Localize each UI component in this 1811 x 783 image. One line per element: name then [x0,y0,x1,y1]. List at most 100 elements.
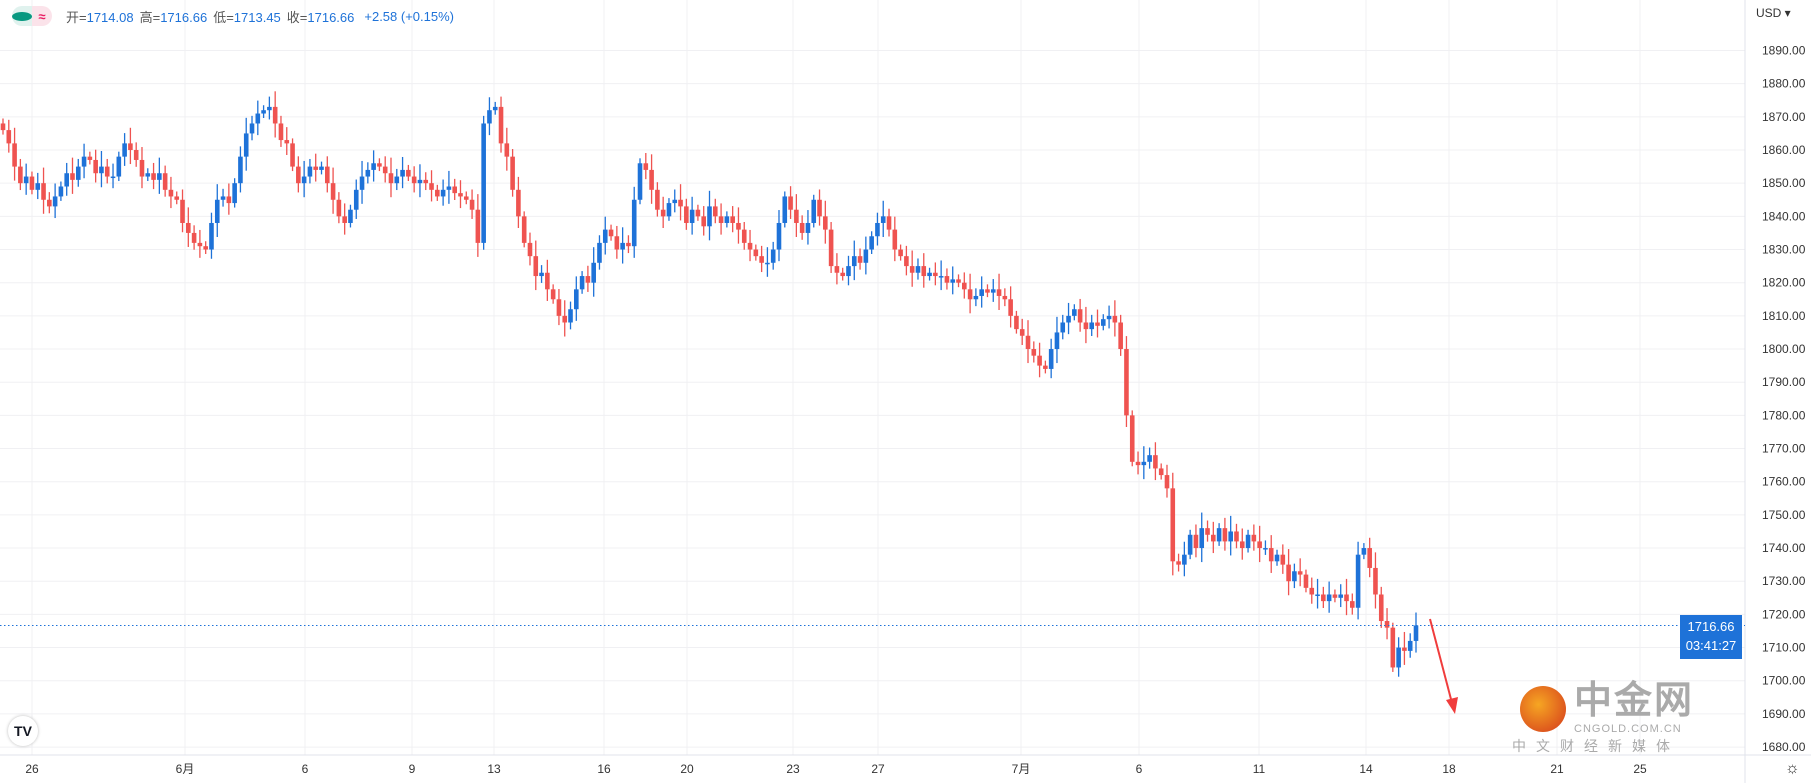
candle-up [1245,534,1251,549]
candle-down [759,256,764,263]
candle-up [1106,315,1112,320]
candle-up [666,203,672,217]
currency-selector[interactable]: USD ▾ [1756,6,1791,20]
candle-up [394,176,400,184]
candle-down [834,266,840,273]
candle-down [510,156,515,190]
y-tick-label: 1750.00 [1762,508,1806,522]
candle-down [139,159,145,177]
down-arrow-shaft [1429,618,1453,704]
candle-down [614,236,620,250]
candle-up [81,156,87,167]
candle-down [47,199,52,207]
candle-down [741,229,747,243]
candle-down [1124,349,1129,416]
candle-down [1037,355,1042,366]
settings-gear-icon[interactable]: ☼ [1785,760,1800,777]
candle-down [660,209,666,217]
low-value: 1713.45 [233,9,281,25]
candle-down [1077,309,1083,323]
x-tick-label: 6 [1136,762,1143,776]
candle-down [452,186,457,194]
high-label: 高= [139,9,161,25]
candle-down [944,276,950,283]
candle-down [753,249,759,257]
candle-down [1257,541,1262,549]
candle-down [585,276,591,283]
candle-down [1176,561,1181,565]
candle-down [162,173,168,190]
candle-up [365,169,371,177]
candle-down [1019,329,1025,336]
candle-up [64,173,70,187]
watermark-name: 中金网 [1574,680,1695,722]
candle-up [145,173,151,177]
candle-down [1118,322,1123,350]
candle-down [788,196,793,210]
candle-up [811,199,817,223]
candle-down [527,242,533,257]
x-tick-label: 26 [25,762,39,776]
candle-up [591,262,596,283]
x-tick-label: 6月 [176,762,195,776]
watermark-tagline: 中文财经新媒体 [1512,738,1680,754]
candle-up [539,272,544,277]
candle-down [1095,322,1100,326]
candle-up [805,222,811,233]
candle-down [545,272,550,290]
y-tick-label: 1740.00 [1762,541,1806,555]
candle-down [174,196,180,200]
open-value: 1714.08 [86,9,134,25]
candle-down [1205,528,1210,535]
candle-up [1216,528,1222,542]
bar-countdown: 03:41:27 [1685,638,1737,654]
candle-down [655,189,660,210]
candle-down [423,179,429,184]
candle-down [1332,594,1338,598]
candle-up [232,183,237,204]
candle-down [1158,468,1164,476]
candle-up [1355,554,1361,608]
candle-down [1043,365,1048,369]
candle-down [1135,461,1141,466]
candle-down [1234,531,1239,542]
candle-down [498,106,504,144]
candle-down [794,209,799,223]
last-price-label: 1716.66 03:41:27 [1680,615,1742,660]
candle-up [637,163,643,200]
x-tick-label: 14 [1359,762,1373,776]
candle-up [353,189,359,210]
candle-up [481,123,486,243]
candle-up [770,249,776,263]
candle-up [1100,319,1106,326]
candle-down [1239,541,1245,549]
low-label: 低= [213,9,234,25]
candle-up [724,216,730,223]
candle-down [168,189,174,197]
candle-down [678,199,683,207]
change-value: +2.58 (+0.15%) [364,8,454,24]
candle-down [1402,647,1407,651]
candle-down [290,143,295,167]
candle-down [823,216,828,230]
candle-down [1349,601,1355,608]
cngold-logo-icon [1520,686,1566,732]
symbol-status-pill[interactable]: ≈ [12,6,52,26]
candle-down [730,216,735,223]
candle-down [382,166,388,174]
candle-down [695,209,701,217]
candle-up [1274,554,1280,562]
candle-down [104,166,110,177]
candle-down [643,163,649,170]
candle-down [93,159,98,174]
x-tick-label: 23 [786,762,800,776]
candle-down [1280,554,1286,565]
ohlc-legend: ≈ 开=1714.08 高=1716.66 低=1713.45 收=1716.6… [12,6,454,26]
candle-down [1083,322,1089,330]
candle-up [979,289,984,296]
candle-up [23,176,29,184]
tradingview-logo[interactable]: TV [8,716,38,746]
y-tick-label: 1820.00 [1762,276,1806,290]
candle-up [319,166,324,170]
